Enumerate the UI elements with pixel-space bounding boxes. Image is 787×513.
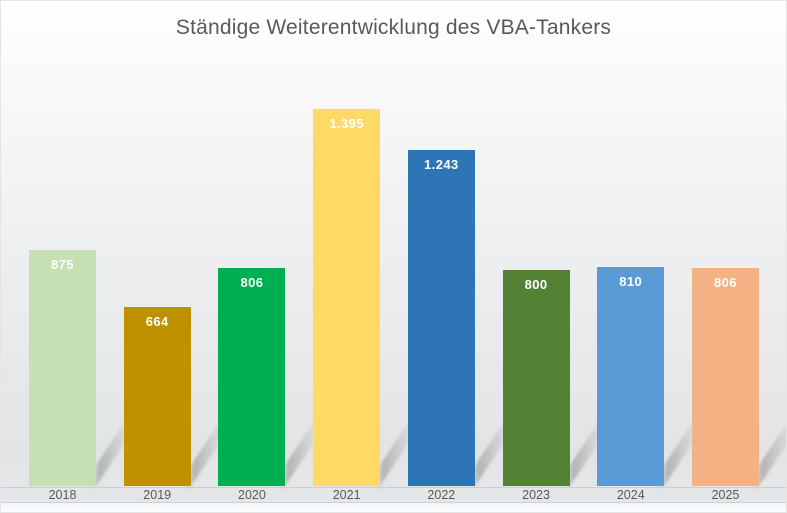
bar-column-2024: 810 2024 (597, 1, 703, 512)
bar-value-label: 875 (51, 257, 74, 272)
x-axis-line (1, 487, 786, 488)
bar-column-2020: 806 2020 (218, 1, 324, 512)
bar-value-label: 800 (524, 277, 548, 292)
bar-column-2021: 1.395 2021 (313, 1, 419, 512)
slide-bottom-edge (1, 502, 786, 512)
x-tick-label-2022: 2022 (427, 488, 456, 502)
bar-column-2022: 1.243 2022 (407, 1, 513, 512)
x-tick-label-2024: 2024 (616, 488, 645, 502)
bar-2021: 1.395 (313, 109, 381, 486)
x-tick-label-2021: 2021 (332, 488, 361, 502)
bar-2018: 875 (29, 250, 96, 486)
bar-shadow (758, 408, 786, 486)
bar-2023: 800 (502, 270, 570, 486)
bar-value-label: 806 (714, 275, 737, 290)
bar-value-label: 806 (240, 275, 264, 290)
x-tick-label-2020: 2020 (238, 488, 266, 502)
bar-2025: 806 (691, 268, 759, 486)
bar-2020: 806 (218, 268, 286, 486)
chart-title: Ständige Weiterentwicklung des VBA-Tanke… (175, 16, 612, 39)
bar-value-label: 664 (145, 314, 169, 329)
bar-column-2019: 664 2019 (123, 1, 229, 512)
bar-2022: 1.243 (407, 150, 475, 486)
x-tick-label-2019: 2019 (143, 488, 172, 502)
bar-2019: 664 (123, 307, 191, 486)
x-tick-label-2025: 2025 (711, 488, 740, 502)
bar-2024: 810 (597, 267, 665, 486)
bar-value-label: 810 (619, 274, 643, 289)
x-tick-label-2023: 2023 (522, 488, 550, 502)
x-tick-label-2018: 2018 (48, 488, 77, 502)
bar-column-2025: 806 2025 (691, 1, 786, 512)
bar-value-label: 1.243 (424, 157, 459, 172)
bar-value-label: 1.395 (329, 116, 364, 131)
bar-column-2023: 800 2023 (502, 1, 608, 512)
bar-column-2018: 875 2018 (29, 1, 134, 512)
